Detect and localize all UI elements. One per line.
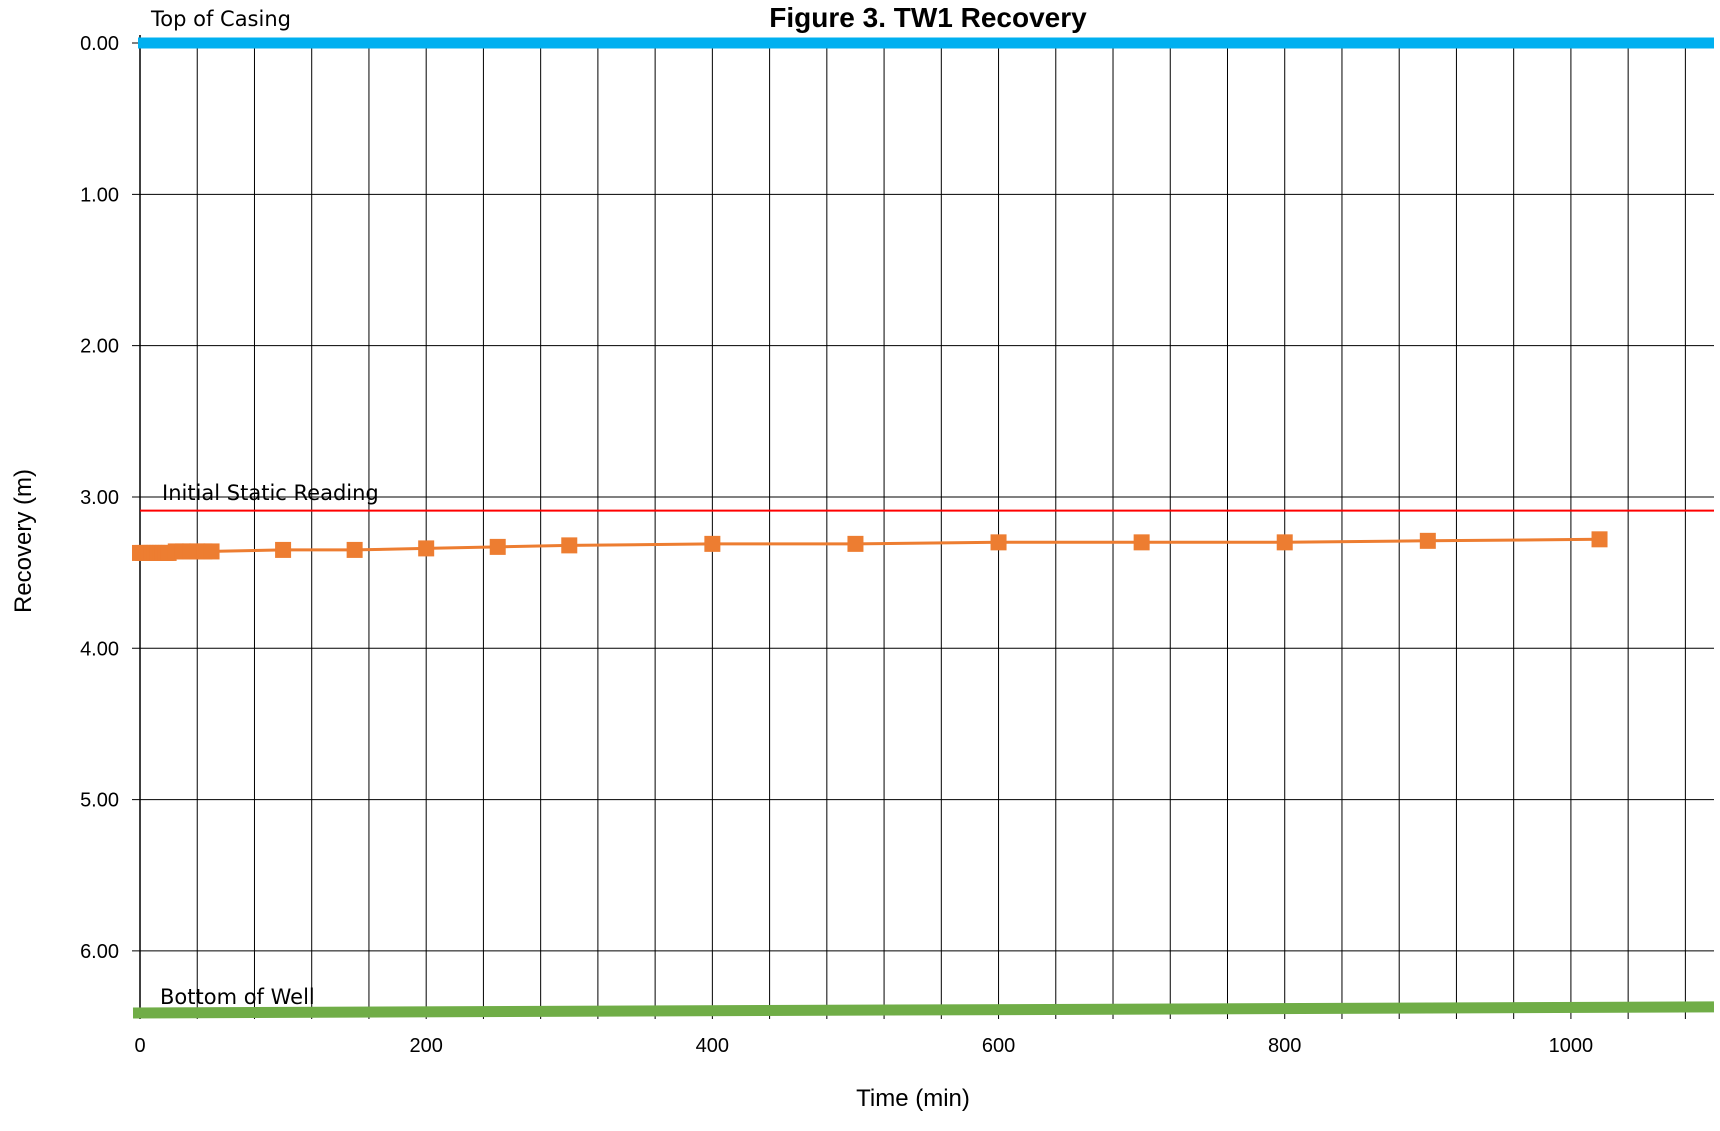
data-point (561, 537, 577, 553)
y-tick-label: 6.00 (80, 941, 119, 963)
bottom-of-well-label: Bottom of Well (160, 985, 315, 1009)
initial-static-reading-label: Initial Static Reading (162, 481, 379, 505)
data-point (418, 540, 434, 556)
bottom-of-well-line (133, 1007, 1714, 1013)
data-point (1134, 534, 1150, 550)
y-tick-label: 4.00 (80, 638, 119, 660)
data-point (275, 542, 291, 558)
reference-labels: Top of Casing Initial Static Reading Botto… (150, 7, 379, 1009)
top-of-casing-label: Top of Casing (150, 7, 291, 31)
data-point (704, 536, 720, 552)
x-tick-label: 800 (1268, 1035, 1301, 1057)
x-axis-label: Time (min) (856, 1085, 970, 1112)
data-point (204, 543, 220, 559)
series-layer (132, 531, 1608, 561)
y-tick-label: 1.00 (80, 184, 119, 206)
data-point (991, 534, 1007, 550)
y-tick-label: 2.00 (80, 336, 119, 358)
y-tick-labels: 0.00 1.00 2.00 3.00 4.00 5.00 6.00 (80, 33, 119, 963)
chart-title: Figure 3. TW1 Recovery (769, 2, 1087, 33)
data-point (1277, 534, 1293, 550)
data-point (490, 539, 506, 555)
x-tick-label: 1000 (1549, 1035, 1594, 1057)
x-tick-label: 400 (696, 1035, 729, 1057)
y-tick-label: 5.00 (80, 790, 119, 812)
data-point (347, 542, 363, 558)
reference-lines (133, 43, 1714, 1013)
x-tick-label: 0 (134, 1035, 145, 1057)
data-point (847, 536, 863, 552)
y-tick-label: 0.00 (80, 33, 119, 55)
data-point (1420, 533, 1436, 549)
data-point (1592, 531, 1608, 547)
x-tick-label: 600 (982, 1035, 1015, 1057)
y-tick-label: 3.00 (80, 487, 119, 509)
y-axis-label: Recovery (m) (10, 469, 37, 613)
vertical-gridlines (197, 43, 1685, 1019)
x-tick-labels: 0 200 400 600 800 1000 (134, 1035, 1593, 1057)
x-tick-label: 200 (409, 1035, 442, 1057)
